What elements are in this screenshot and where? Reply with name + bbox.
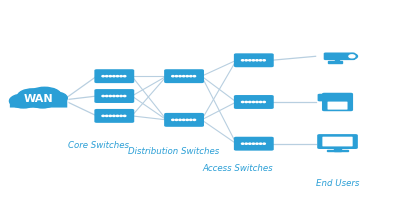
Circle shape bbox=[116, 115, 119, 116]
Text: End Users: End Users bbox=[316, 179, 359, 188]
Circle shape bbox=[175, 119, 178, 120]
Circle shape bbox=[172, 76, 174, 77]
Circle shape bbox=[106, 76, 108, 77]
Circle shape bbox=[102, 95, 104, 97]
Circle shape bbox=[102, 115, 104, 116]
FancyBboxPatch shape bbox=[234, 95, 274, 109]
Circle shape bbox=[18, 89, 48, 104]
Circle shape bbox=[263, 143, 265, 144]
FancyBboxPatch shape bbox=[94, 109, 134, 123]
Circle shape bbox=[10, 94, 37, 108]
FancyBboxPatch shape bbox=[9, 98, 68, 108]
Circle shape bbox=[256, 143, 258, 144]
Circle shape bbox=[245, 60, 248, 61]
FancyBboxPatch shape bbox=[322, 137, 353, 146]
Circle shape bbox=[245, 101, 248, 103]
Text: Core Switches: Core Switches bbox=[68, 141, 129, 150]
FancyBboxPatch shape bbox=[324, 52, 355, 60]
Circle shape bbox=[190, 76, 192, 77]
Circle shape bbox=[259, 101, 262, 103]
Circle shape bbox=[43, 92, 67, 104]
Circle shape bbox=[256, 101, 258, 103]
Circle shape bbox=[263, 60, 265, 61]
Circle shape bbox=[120, 76, 122, 77]
Circle shape bbox=[259, 143, 262, 144]
Circle shape bbox=[120, 95, 122, 97]
Circle shape bbox=[193, 119, 196, 120]
Circle shape bbox=[106, 115, 108, 116]
Circle shape bbox=[190, 119, 192, 120]
Circle shape bbox=[249, 101, 251, 103]
FancyBboxPatch shape bbox=[318, 94, 328, 101]
Circle shape bbox=[113, 95, 115, 97]
Circle shape bbox=[256, 60, 258, 61]
Circle shape bbox=[249, 143, 251, 144]
Circle shape bbox=[109, 76, 112, 77]
Circle shape bbox=[124, 115, 126, 116]
Circle shape bbox=[120, 115, 122, 116]
Circle shape bbox=[116, 95, 119, 97]
FancyBboxPatch shape bbox=[317, 134, 358, 149]
Bar bbox=[328, 61, 342, 63]
Circle shape bbox=[346, 54, 358, 59]
FancyBboxPatch shape bbox=[328, 102, 348, 110]
Text: Access Switches: Access Switches bbox=[202, 164, 273, 173]
Circle shape bbox=[116, 76, 119, 77]
FancyBboxPatch shape bbox=[10, 99, 67, 108]
Circle shape bbox=[245, 143, 248, 144]
Circle shape bbox=[252, 143, 255, 144]
FancyBboxPatch shape bbox=[234, 137, 274, 151]
Circle shape bbox=[124, 76, 126, 77]
Circle shape bbox=[259, 60, 262, 61]
Circle shape bbox=[193, 76, 196, 77]
FancyBboxPatch shape bbox=[234, 53, 274, 67]
Circle shape bbox=[106, 95, 108, 97]
FancyBboxPatch shape bbox=[94, 69, 134, 83]
Circle shape bbox=[30, 95, 55, 108]
Circle shape bbox=[113, 115, 115, 116]
Circle shape bbox=[242, 143, 244, 144]
FancyBboxPatch shape bbox=[164, 69, 204, 83]
Circle shape bbox=[109, 95, 112, 97]
Circle shape bbox=[124, 95, 126, 97]
Circle shape bbox=[252, 60, 255, 61]
Text: Distribution Switches: Distribution Switches bbox=[128, 147, 220, 156]
Circle shape bbox=[102, 76, 104, 77]
Circle shape bbox=[175, 76, 178, 77]
Circle shape bbox=[242, 101, 244, 103]
Circle shape bbox=[179, 76, 181, 77]
Bar bbox=[327, 150, 348, 151]
Circle shape bbox=[113, 76, 115, 77]
Circle shape bbox=[249, 60, 251, 61]
FancyBboxPatch shape bbox=[94, 89, 134, 103]
Circle shape bbox=[263, 101, 265, 103]
Bar bbox=[335, 59, 339, 62]
Circle shape bbox=[252, 101, 255, 103]
Circle shape bbox=[186, 119, 188, 120]
Circle shape bbox=[28, 87, 61, 104]
Circle shape bbox=[172, 119, 174, 120]
Circle shape bbox=[242, 60, 244, 61]
Circle shape bbox=[186, 76, 188, 77]
Circle shape bbox=[349, 55, 355, 58]
FancyBboxPatch shape bbox=[322, 93, 353, 111]
Bar bbox=[334, 147, 341, 151]
Circle shape bbox=[179, 119, 181, 120]
FancyBboxPatch shape bbox=[164, 113, 204, 127]
Circle shape bbox=[182, 119, 185, 120]
Circle shape bbox=[23, 95, 46, 107]
Text: WAN: WAN bbox=[24, 94, 53, 104]
Circle shape bbox=[109, 115, 112, 116]
Circle shape bbox=[182, 76, 185, 77]
